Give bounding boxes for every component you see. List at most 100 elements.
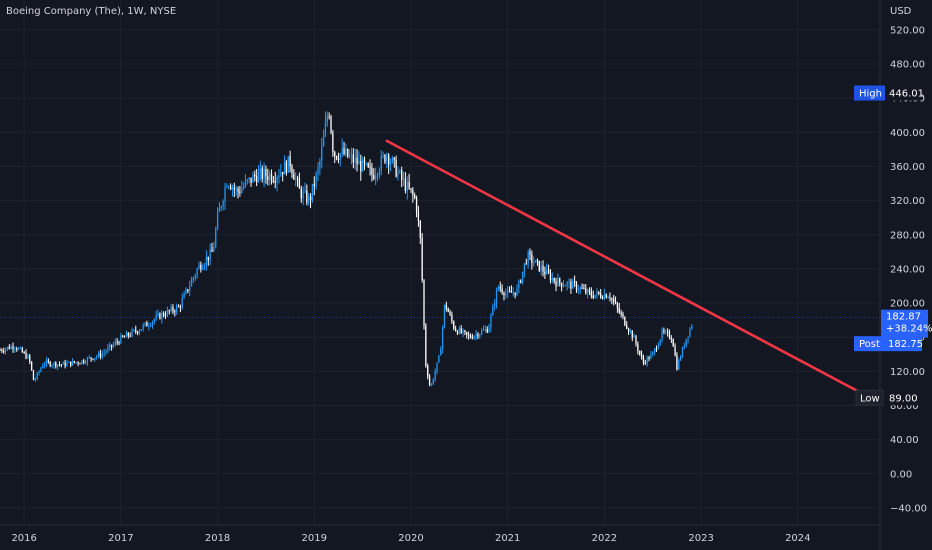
candle-body [296,178,299,180]
y-tick-label: 200.00 [890,299,925,310]
candle-body [123,336,126,338]
candle-body [265,169,267,177]
y-tick-label: 0.00 [890,469,912,480]
candle-body [211,249,213,252]
candle-body [272,180,275,182]
candle-body [564,285,566,287]
candle-body [140,329,142,331]
svg-text:89.00: 89.00 [889,393,918,404]
candle-body [428,376,431,385]
y-tick-label: −40.00 [890,503,927,514]
candle-body [631,330,633,338]
y-tick-label: 480.00 [890,60,925,71]
candle-body [125,332,128,337]
candle-body [311,183,314,201]
candle-body [254,174,256,177]
candle-body [380,155,382,171]
x-tick-label: 2021 [495,533,520,544]
candle-body [203,264,206,268]
candle-body [358,160,360,165]
candle-body [531,254,533,263]
candle-body [215,229,217,247]
candle-body [192,277,195,281]
candle-body [644,362,646,364]
candle-body [603,294,606,299]
candle-body [1,350,3,352]
candle-body [434,371,436,380]
candle-body [66,362,68,366]
candle-body [464,330,466,332]
candle-body [375,175,377,179]
candle-body [250,177,252,183]
candle-body [527,251,529,264]
candle-body [23,352,25,354]
candle-body [189,286,191,292]
candle-body [681,347,684,357]
candle-body [594,294,596,298]
candle-body [77,362,79,364]
candle-body [605,294,607,298]
candle-body [596,291,598,295]
candle-body [350,154,353,156]
candle-body [335,156,338,159]
time-axis[interactable]: 2016 2017 2018 2019 2020 2021 2022 2023 2024 [11,533,810,544]
candle-body [326,116,328,123]
candle-body [345,148,347,155]
svg-text:446.01: 446.01 [889,89,924,100]
candle-body [90,357,92,359]
candle-body [298,178,301,189]
candle-body [620,312,622,314]
candle-body [443,304,446,327]
candle-body [99,352,102,357]
candle-body [255,176,258,183]
candle-body [103,352,105,354]
candle-body [570,281,572,289]
y-tick-label: 240.00 [890,264,925,275]
candle-body [661,330,663,340]
candle-body [293,173,295,180]
candle-body [367,163,369,167]
candle-body [259,168,262,173]
post-price-tag: Post 182.75 [854,336,923,352]
candle-body [495,289,498,305]
candle-body [239,191,241,193]
candle-body [321,146,323,161]
candle-body [670,338,672,340]
candle-body [291,166,293,174]
candle-body [475,333,477,336]
candle-body [185,289,187,294]
candle-body [438,355,440,363]
candle-body [421,237,423,281]
candle-body [510,290,513,293]
candle-body [546,269,548,275]
candle-body [179,306,182,308]
candle-body [166,310,169,316]
candle-body [676,354,678,370]
candle-body [177,306,180,308]
trendline[interactable] [385,139,867,397]
svg-text:Post: Post [859,339,880,350]
candle-body [481,330,483,335]
candle-body [408,181,410,189]
candle-body [319,160,321,168]
candle-body [146,322,148,327]
candle-body [629,330,632,332]
y-tick-label: 360.00 [890,162,925,173]
candle-body [534,260,537,263]
candle-body [328,116,330,118]
candle-body [237,188,239,192]
candle-body [308,195,310,203]
candle-body [187,289,189,292]
candle-body [10,346,12,349]
candle-body [371,167,373,176]
candle-body [21,348,23,353]
candle-body [507,290,509,294]
candle-body [94,357,96,360]
svg-text:High: High [859,89,882,100]
candle-body [389,162,392,165]
candle-body [242,186,245,189]
candle-body [285,161,288,173]
price-axis[interactable]: 520.00480.00440.00400.00360.00320.00280.… [890,25,927,514]
candle-body [365,163,368,165]
